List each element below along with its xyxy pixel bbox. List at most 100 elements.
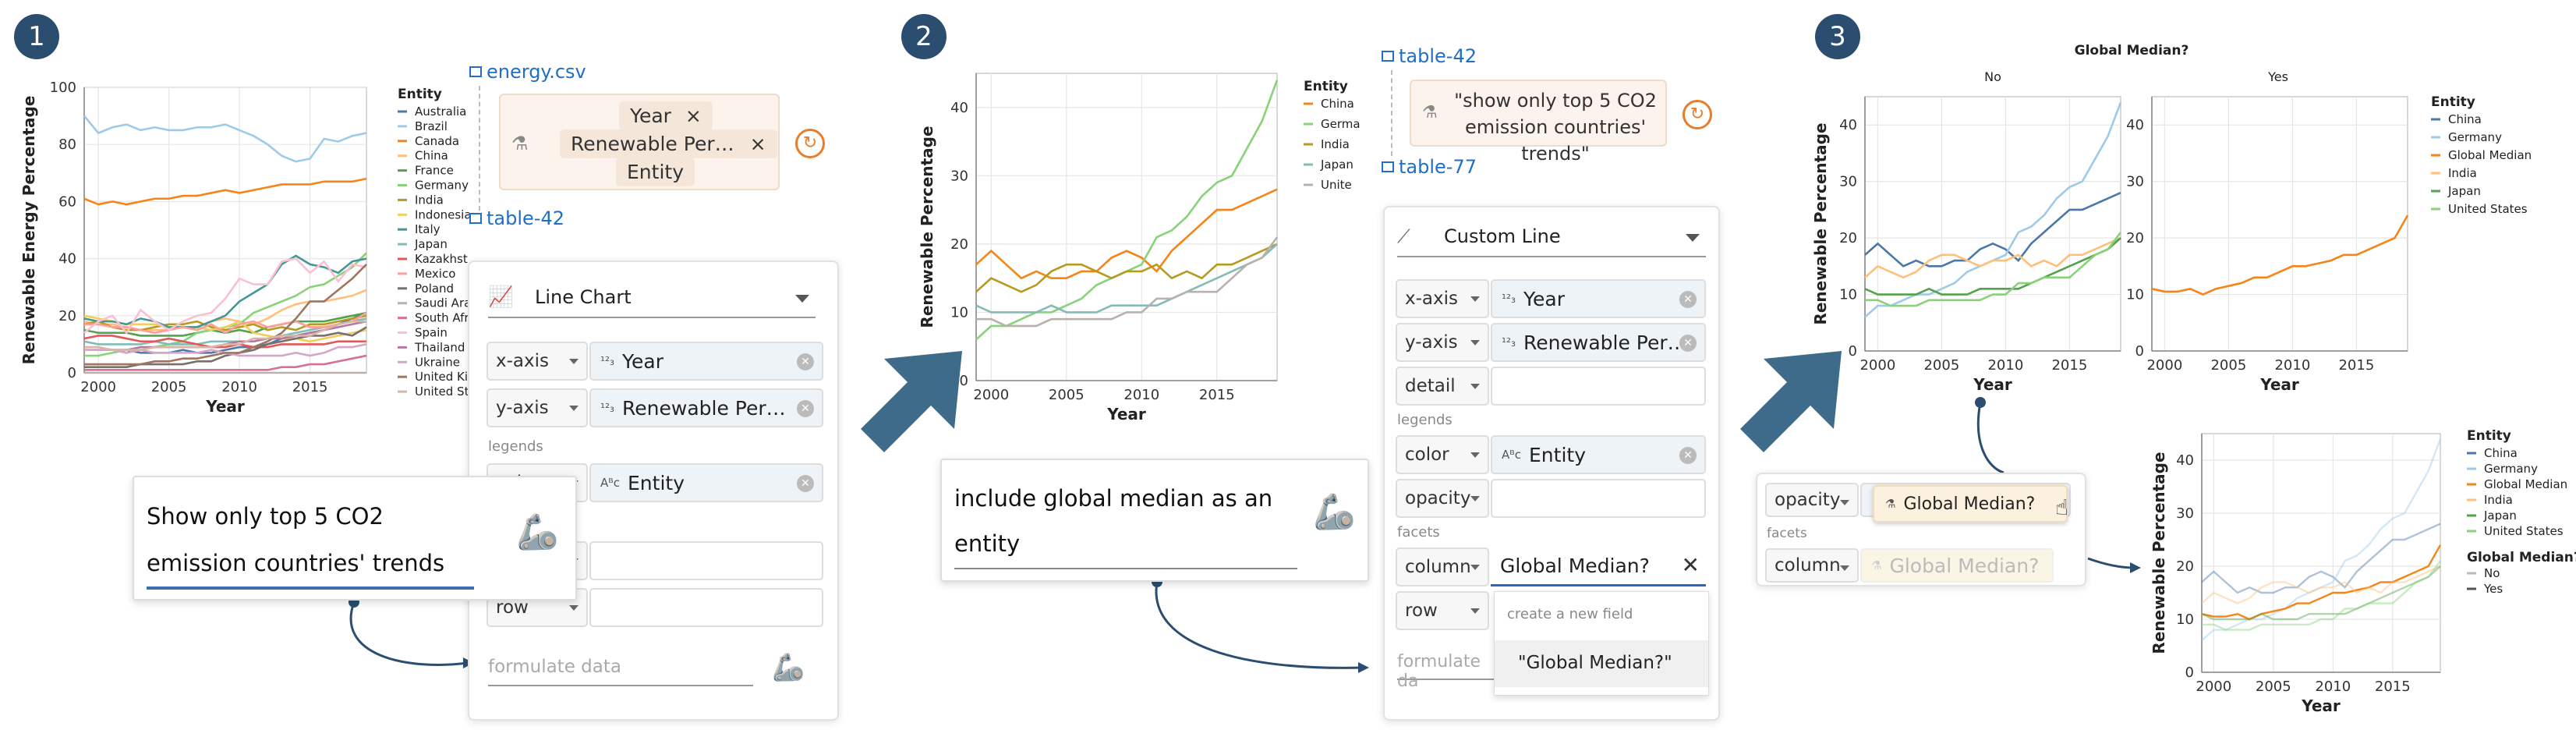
series-line: [83, 115, 367, 163]
thread-line: [479, 86, 480, 211]
legend-label: China: [2484, 446, 2518, 460]
channel-label: opacity: [1405, 488, 1471, 509]
field-label: Renewable Per…: [622, 396, 786, 420]
column-field-input[interactable]: Global Median? ✕: [1491, 548, 1706, 586]
table-tag[interactable]: table-77: [1382, 156, 1477, 178]
robot-arm-icon[interactable]: 🦾: [1313, 492, 1356, 532]
robot-arm-icon[interactable]: 🦾: [516, 512, 559, 552]
y-tick-label: 10: [950, 304, 968, 321]
y-field[interactable]: ¹²₃ Renewable Per… ✕: [1491, 323, 1706, 362]
row-field[interactable]: [589, 588, 823, 627]
color-field[interactable]: Aᴮc Entity ✕: [589, 463, 823, 502]
facet-title: Global Median?: [2075, 43, 2189, 58]
channel-select[interactable]: row: [1396, 591, 1489, 630]
table-tag[interactable]: table-42: [1382, 45, 1477, 67]
series-line: [975, 243, 1278, 293]
numeric-type-icon: ¹²₃: [1502, 335, 1516, 349]
chip-entity[interactable]: Entity: [616, 158, 695, 186]
opacity-row: opacity: [1396, 477, 1706, 519]
column-field-ghost[interactable]: ⚗ Global Median?: [1860, 548, 2054, 583]
y-tick-label: 30: [2176, 505, 2194, 522]
x-axis-title: Year: [2259, 375, 2299, 394]
close-icon[interactable]: ×: [749, 133, 766, 155]
x-field[interactable]: ¹²₃ Year ✕: [589, 342, 823, 381]
numeric-type-icon: ¹²₃: [600, 354, 615, 368]
opacity-field[interactable]: [589, 541, 823, 580]
legend-label: Global Median: [2484, 477, 2567, 491]
channel-select[interactable]: column: [1765, 548, 1859, 583]
clear-icon[interactable]: ✕: [1679, 335, 1697, 352]
channel-select[interactable]: x-axis: [1396, 279, 1489, 318]
y-tick-label: 30: [2126, 174, 2144, 190]
y-tick-label: 0: [2185, 664, 2194, 681]
numeric-type-icon: ¹²₃: [600, 401, 615, 415]
x-tick-label: 2000: [2196, 679, 2231, 695]
chart-type-select[interactable]: ⟋ Custom Line: [1397, 217, 1706, 257]
legend-label: Kazakhst: [415, 252, 468, 266]
arrow-icon: [1732, 335, 1849, 452]
formulate-input[interactable]: formulate da: [1397, 649, 1506, 691]
chart-type-select[interactable]: 📈 Line Chart: [488, 278, 816, 318]
y-field[interactable]: ¹²₃ Renewable Per… ✕: [589, 388, 823, 427]
channel-label: y-axis: [496, 398, 549, 418]
y-tick-label: 30: [1839, 174, 1857, 190]
close-icon[interactable]: ✕: [1681, 552, 1700, 578]
formulate-input[interactable]: formulate data: [488, 652, 753, 686]
legend-title: Entity: [2431, 94, 2475, 110]
y-tick-label: 0: [960, 373, 968, 389]
refresh-icon[interactable]: ↻: [795, 129, 825, 158]
channel-select[interactable]: y-axis: [487, 388, 588, 427]
clear-icon[interactable]: ✕: [1679, 447, 1697, 464]
dataset-tag[interactable]: energy.csv: [469, 61, 586, 83]
close-icon[interactable]: ×: [685, 105, 702, 127]
legend-label: Mexico: [415, 267, 455, 281]
dragged-field-chip[interactable]: ⚗ Global Median?: [1873, 485, 2068, 523]
x-tick-label: 2010: [1987, 357, 2023, 374]
channel-select[interactable]: color: [1396, 435, 1489, 474]
channel-select[interactable]: opacity: [1765, 483, 1859, 517]
series-line: [2151, 214, 2409, 296]
channel-label: row: [1405, 601, 1438, 621]
channel-select[interactable]: column: [1396, 548, 1489, 586]
x-axis-row: x-axis ¹²₃ Year ✕: [487, 340, 823, 382]
arrowhead: [1358, 662, 1369, 673]
clear-icon[interactable]: ✕: [797, 353, 814, 370]
table-icon: [469, 66, 482, 77]
legend-title: Global Median?: [2467, 550, 2576, 565]
chip-year[interactable]: Year ×: [619, 101, 713, 130]
channel-label: y-axis: [1405, 332, 1458, 353]
prompt-text[interactable]: include global median as an entity: [954, 485, 1273, 557]
opacity-field[interactable]: [1491, 479, 1706, 518]
chip-renewable[interactable]: Renewable Per… ×: [560, 129, 777, 158]
create-field-option[interactable]: "Global Median?": [1495, 640, 1708, 687]
connector-arrow: [1976, 402, 2005, 474]
detail-field[interactable]: [1491, 367, 1706, 406]
thread-line: [1391, 70, 1392, 156]
x-tick-label: 2015: [2375, 679, 2411, 695]
clear-icon[interactable]: ✕: [797, 400, 814, 417]
prompt-text[interactable]: Show only top 5 CO2 emission countries' …: [147, 503, 445, 576]
color-field[interactable]: Aᴮc Entity ✕: [1491, 435, 1706, 474]
robot-arm-icon[interactable]: 🦾: [772, 652, 805, 683]
channel-select[interactable]: opacity: [1396, 479, 1489, 518]
legend-label: Japan: [2483, 509, 2517, 523]
channel-select[interactable]: y-axis: [1396, 323, 1489, 362]
table-tag[interactable]: table-42: [469, 207, 564, 229]
legends-label: legends: [488, 438, 543, 455]
legend-label: China: [2448, 112, 2482, 126]
refresh-icon[interactable]: ↻: [1683, 100, 1712, 129]
channel-select[interactable]: detail: [1396, 367, 1489, 406]
legend-label: Poland: [415, 282, 454, 296]
clear-icon[interactable]: ✕: [1679, 291, 1697, 308]
clear-icon[interactable]: ✕: [797, 475, 814, 492]
connector-arrow: [349, 601, 469, 666]
x-axis-row: x-axis ¹²₃ Year ✕: [1396, 278, 1706, 320]
arrow-icon: [853, 335, 970, 452]
y-tick-label: 20: [1839, 230, 1857, 246]
channel-select[interactable]: x-axis: [487, 342, 588, 381]
chevron-down-icon: [1840, 565, 1849, 571]
x-axis-title: Year: [205, 397, 245, 416]
field-label: Renewable Per…: [1523, 331, 1687, 354]
x-field[interactable]: ¹²₃ Year ✕: [1491, 279, 1706, 318]
chevron-down-icon: [1470, 496, 1480, 501]
